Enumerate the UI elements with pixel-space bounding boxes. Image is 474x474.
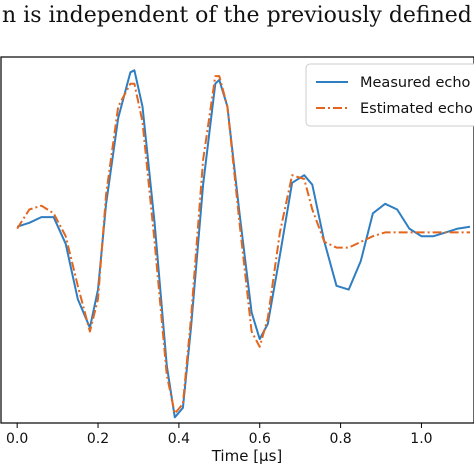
x-tick-label: 1.0 bbox=[410, 431, 432, 447]
legend-box bbox=[305, 63, 474, 127]
x-tick-label: 0.4 bbox=[168, 431, 190, 447]
x-tick-label: 0.6 bbox=[249, 431, 271, 447]
page-text-line: n is independent of the previously defin… bbox=[2, 3, 474, 28]
x-tick-label: 0.0 bbox=[6, 431, 28, 447]
page-text-snippet: n is independent of the previously defin… bbox=[0, 0, 474, 40]
plot-lines bbox=[16, 69, 471, 419]
x-tick-label: 0.8 bbox=[329, 431, 351, 447]
legend-label-measured: Measured echo bbox=[360, 75, 471, 91]
legend-label-estimated: Estimated echo bbox=[360, 101, 473, 117]
x-axis-label: Time [μs] bbox=[211, 447, 283, 465]
x-tick-label: 0.2 bbox=[87, 431, 109, 447]
axes-frame bbox=[0, 56, 474, 424]
x-axis-ticks: 0.0 0.2 0.4 0.6 0.8 1.0 bbox=[6, 423, 433, 447]
legend: Measured echo Estimated echo bbox=[305, 63, 474, 127]
estimated-echo-line bbox=[16, 75, 470, 415]
